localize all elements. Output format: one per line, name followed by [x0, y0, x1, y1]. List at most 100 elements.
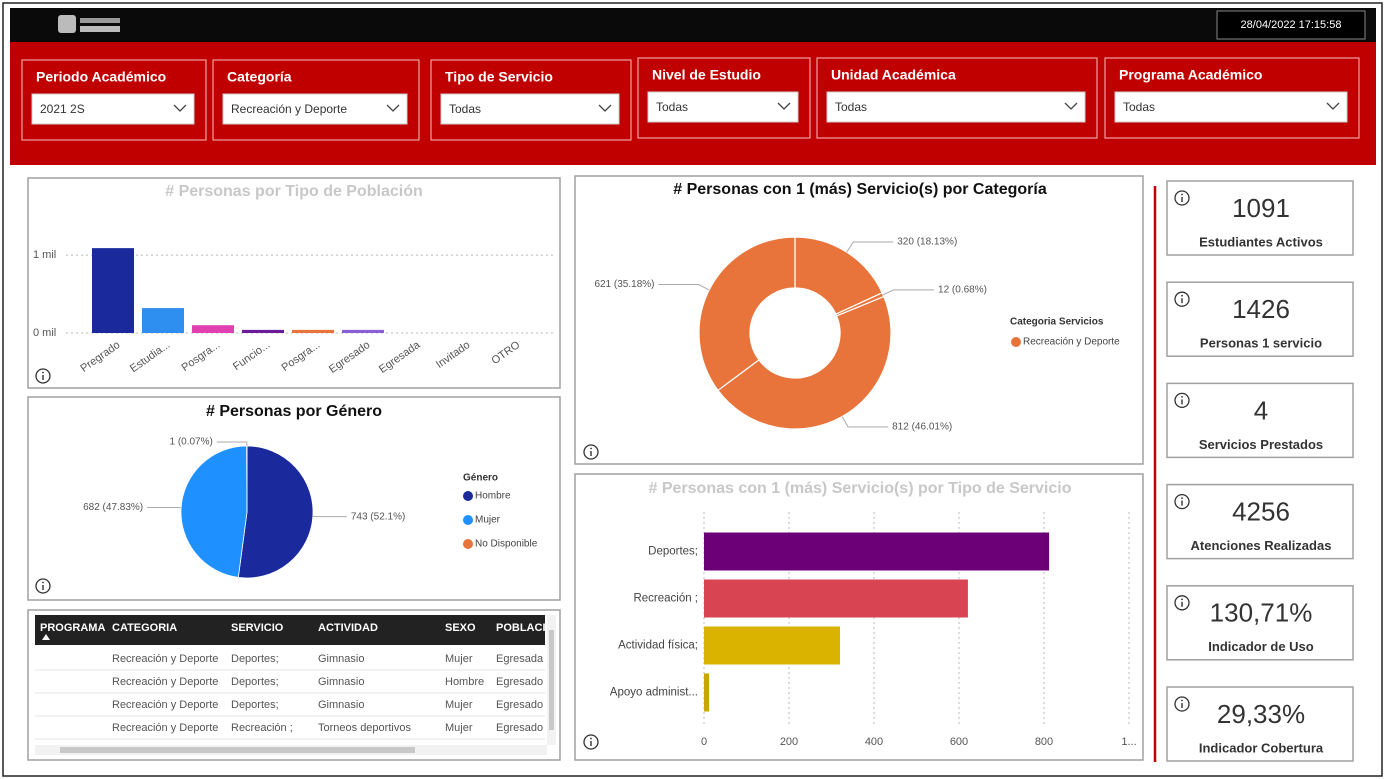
column-header[interactable]: CATEGORIA — [112, 622, 177, 634]
dropdown-chevron — [1064, 102, 1078, 110]
x-tick-label: 800 — [1035, 736, 1053, 748]
info-dot — [1181, 699, 1183, 702]
table-cell: Egresado — [496, 676, 543, 688]
table-cell: Deportes; — [231, 699, 279, 711]
info-circle — [1174, 392, 1190, 409]
filter-dropdown[interactable] — [647, 91, 799, 123]
sort-indicator — [42, 634, 50, 640]
table-cell: Egresada — [496, 653, 544, 665]
kpi-value: 29,33% — [1217, 699, 1305, 729]
filter-box — [816, 57, 1098, 139]
table-cell: Recreación ; — [231, 722, 293, 734]
info-icon — [35, 578, 51, 594]
filter-dropdown[interactable] — [826, 91, 1086, 123]
table-cell: Deportes; — [231, 653, 279, 665]
y-tick-label: 0 mil — [33, 327, 56, 339]
filter-label: Unidad Académica — [831, 67, 956, 83]
info-dot — [1181, 193, 1183, 196]
bar — [92, 248, 134, 333]
table-cell: Gimnasio — [318, 699, 364, 711]
data-label: 743 (52.1%) — [351, 511, 405, 522]
data-label: 621 (35.18%) — [594, 279, 654, 290]
column-header[interactable]: POBLACIO — [496, 622, 555, 634]
kpi-card — [1166, 686, 1354, 762]
info-dot — [1181, 396, 1183, 398]
table-cell: Gimnasio — [318, 676, 364, 688]
column-header[interactable]: SEXO — [445, 622, 476, 634]
top-bar — [10, 8, 1376, 42]
x-tick-label: 1... — [1121, 736, 1136, 748]
column-header[interactable]: PROGRAMA — [40, 622, 105, 634]
column-header[interactable]: ACTIVIDAD — [318, 622, 378, 634]
info-icon — [583, 444, 599, 460]
legend-swatch — [463, 491, 473, 501]
info-circle — [1174, 696, 1190, 712]
kpi-value: 1091 — [1232, 193, 1290, 223]
filter-dropdown[interactable] — [440, 93, 620, 125]
leader-line — [658, 284, 710, 291]
datetime-box — [1216, 10, 1366, 40]
chart-title: # Personas por Género — [206, 403, 382, 420]
leader-line — [216, 441, 248, 447]
chart-title: # Personas con 1 (más) Servicio(s) por C… — [673, 181, 1047, 198]
legend-title: Género — [463, 473, 498, 484]
column-header[interactable]: SERVICIO — [231, 622, 284, 634]
bar — [242, 329, 284, 333]
filter-value: Todas — [449, 102, 481, 116]
kpi-label: Atenciones Realizadas — [1191, 538, 1332, 553]
logo — [58, 15, 120, 33]
filter-dropdown[interactable] — [31, 93, 195, 125]
table-cell: Gimnasio — [318, 653, 364, 665]
info-circle — [1174, 291, 1190, 307]
legend-swatch — [463, 515, 473, 525]
legend-title: Categoria Servicios — [1010, 317, 1104, 328]
info-circle — [583, 444, 599, 460]
kpi-value: 4256 — [1232, 496, 1290, 526]
info-circle — [35, 578, 51, 594]
data-label: 1 (0.07%) — [169, 437, 212, 448]
table-cell: Recreación y Deporte — [112, 722, 218, 734]
data-label: 12 (0.68%) — [938, 285, 987, 296]
table-cell: Recreación y Deporte — [112, 699, 218, 711]
info-dot — [1181, 497, 1183, 499]
info-circle — [35, 368, 51, 384]
kpi-label: Indicador de Uso — [1208, 639, 1314, 654]
info-dot — [42, 371, 44, 374]
dropdown-chevron — [598, 104, 612, 112]
table-cell: Recreación y Deporte — [112, 676, 218, 688]
filter-label: Tipo de Servicio — [445, 69, 553, 85]
filter-box — [430, 59, 632, 141]
info-dot — [1181, 598, 1183, 601]
kpi-label: Servicios Prestados — [1199, 437, 1323, 452]
bar — [142, 308, 184, 333]
info-circle — [1174, 493, 1190, 510]
kpi-label: Indicador Cobertura — [1199, 740, 1324, 755]
table-cell: Mujer — [445, 653, 473, 665]
h-scroll-thumb[interactable] — [60, 747, 415, 753]
kpi-value: 1426 — [1232, 294, 1290, 324]
table-header — [35, 615, 545, 645]
info-icon — [1174, 190, 1190, 206]
filter-dropdown[interactable] — [222, 93, 408, 125]
dropdown-chevron — [1326, 102, 1340, 110]
kpi-card — [1166, 585, 1354, 661]
bar — [704, 532, 1050, 571]
kpi-card — [1166, 281, 1354, 357]
legend-label: Recreación y Deporte — [1023, 337, 1120, 348]
bar — [704, 673, 710, 712]
kpi-value: 130,71% — [1210, 598, 1313, 628]
info-dot — [42, 581, 44, 584]
x-tick-label: 200 — [780, 736, 798, 748]
info-dot — [590, 447, 592, 450]
info-icon — [1174, 493, 1190, 510]
v-scroll-thumb[interactable] — [549, 630, 554, 730]
kpi-label: Personas 1 servicio — [1200, 336, 1322, 351]
donut-slice — [698, 236, 796, 392]
filter-dropdown[interactable] — [1114, 91, 1348, 123]
filter-value: Recreación y Deporte — [231, 102, 347, 116]
x-tick-label: 0 — [701, 736, 707, 748]
y-tick-label: Recreación ; — [633, 593, 698, 605]
bar — [192, 325, 234, 333]
info-dot — [590, 737, 592, 740]
